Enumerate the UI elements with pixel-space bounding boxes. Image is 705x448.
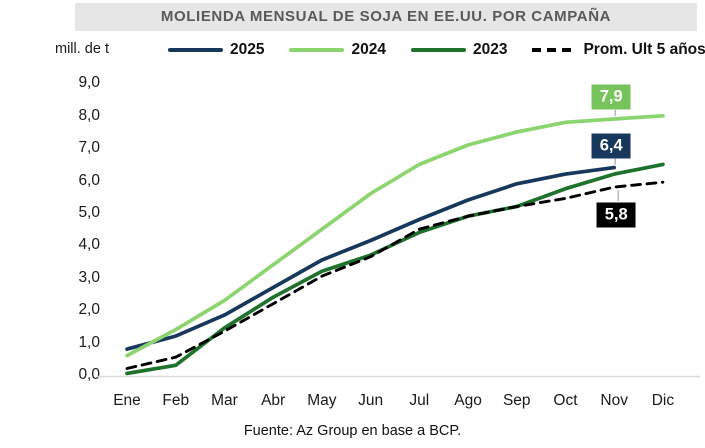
- x-tick-label: Ene: [113, 392, 141, 409]
- source-caption: Fuente: Az Group en base a BCP.: [243, 423, 462, 439]
- data-label-2025: 6,4: [591, 133, 631, 159]
- y-tick-label: 0,0: [78, 366, 100, 383]
- legend-line-swatch-2025: [168, 47, 223, 53]
- x-tick-label: Sep: [502, 392, 531, 409]
- series-line-2024: [125, 113, 665, 358]
- x-tick-label: Ago: [454, 392, 482, 409]
- y-tick-label: 9,0: [78, 74, 100, 92]
- x-tick-label: May: [307, 392, 337, 409]
- data-label-prom-ult-5-a-os: 5,8: [596, 202, 636, 228]
- y-tick-label: 7,0: [78, 139, 100, 157]
- y-tick-label: 8,0: [78, 106, 100, 124]
- legend-label: Prom. Ult 5 años: [583, 41, 705, 58]
- y-axis-unit-label: mill. de t: [55, 41, 109, 57]
- chart-legend: 2025 2024 2023 Prom. Ult 5 años: [168, 39, 705, 61]
- series-line-prom-ult-5-a-os: [125, 180, 665, 370]
- x-tick-label: Mar: [211, 392, 238, 409]
- legend-line-swatch-2024: [289, 47, 345, 53]
- series-line-2023: [125, 162, 665, 376]
- y-tick-label: 2,0: [78, 301, 100, 319]
- chart-title: MOLIENDA MENSUAL DE SOJA EN EE.UU. POR C…: [75, 3, 697, 31]
- data-label-2024: 7,9: [591, 84, 631, 110]
- legend-item-2024: 2024: [289, 41, 386, 59]
- legend-label: 2023: [472, 41, 508, 58]
- x-tick-label: Nov: [600, 392, 628, 409]
- legend-item-prom-ult-5-anos: Prom. Ult 5 años: [532, 41, 705, 59]
- y-tick-label: 1,0: [78, 333, 100, 351]
- x-tick-label: Oct: [553, 392, 578, 409]
- legend-item-2025: 2025: [168, 41, 264, 59]
- x-tick-label: Jun: [358, 392, 384, 409]
- y-tick-label: 3,0: [78, 268, 100, 286]
- y-tick-label: 6,0: [78, 171, 100, 189]
- x-tick-label: Jul: [409, 392, 430, 409]
- legend-dashed-line-swatch: [532, 48, 577, 52]
- y-tick-label: 4,0: [78, 236, 100, 254]
- legend-label: 2025: [230, 41, 265, 58]
- x-tick-label: Dic: [651, 392, 675, 409]
- y-tick-label: 5,0: [78, 204, 100, 221]
- x-tick-label: Feb: [162, 392, 190, 409]
- legend-line-swatch-2023: [410, 47, 466, 53]
- legend-item-2023: 2023: [410, 41, 508, 59]
- x-tick-label: Abr: [261, 392, 286, 409]
- series-line-2025: [125, 165, 617, 351]
- legend-label: 2024: [351, 41, 386, 58]
